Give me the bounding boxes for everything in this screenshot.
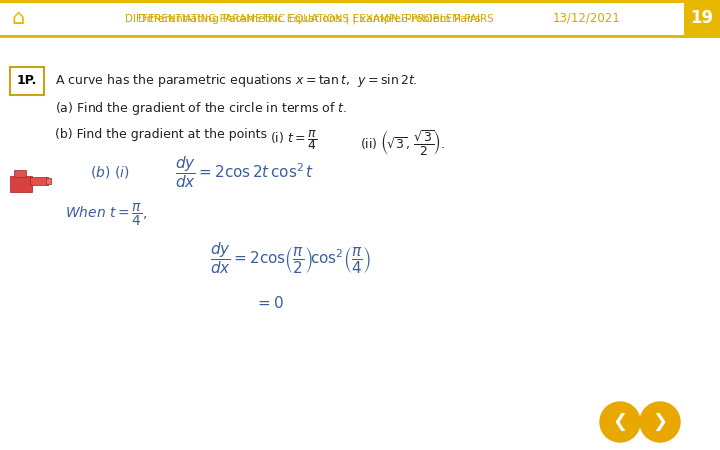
Text: $(b)\ (i)$: $(b)\ (i)$ xyxy=(90,164,130,180)
Text: 19: 19 xyxy=(690,9,714,27)
Text: ❯: ❯ xyxy=(652,413,667,431)
Text: $= 0$: $= 0$ xyxy=(255,295,284,311)
Text: $\dfrac{dy}{dx} = 2\cos 2t\,\cos^2 t$: $\dfrac{dy}{dx} = 2\cos 2t\,\cos^2 t$ xyxy=(175,154,315,190)
Text: (a) Find the gradient of the circle in terms of $t$.: (a) Find the gradient of the circle in t… xyxy=(55,100,347,117)
Text: Dıfferentiating Parametric Equations | Example-Problem Pairs: Dıfferentiating Parametric Equations | E… xyxy=(138,13,481,24)
Text: ⌂: ⌂ xyxy=(12,9,24,28)
Text: 13/12/2021: 13/12/2021 xyxy=(553,12,621,25)
Bar xyxy=(14,170,26,177)
Bar xyxy=(30,177,48,185)
Text: DIFFERENTIATING PARAMETRIC EQUATIONS | EXAMPLE-PROBLEM PAIRS: DIFFERENTIATING PARAMETRIC EQUATIONS | E… xyxy=(125,13,494,24)
Bar xyxy=(10,67,44,95)
Bar xyxy=(0,36,720,38)
Text: (b) Find the gradient at the points: (b) Find the gradient at the points xyxy=(55,128,267,141)
Text: 1P.: 1P. xyxy=(17,74,37,87)
Circle shape xyxy=(600,402,640,442)
Bar xyxy=(0,0,720,3)
Text: $\dfrac{dy}{dx} = 2\cos\!\left(\dfrac{\pi}{2}\right)\!\cos^2\!\left(\dfrac{\pi}{: $\dfrac{dy}{dx} = 2\cos\!\left(\dfrac{\p… xyxy=(210,240,372,276)
Circle shape xyxy=(640,402,680,442)
Text: ❮: ❮ xyxy=(613,413,628,431)
Text: A curve has the parametric equations $x = \tan t$,  $y = \sin 2t$.: A curve has the parametric equations $x … xyxy=(55,72,418,89)
Bar xyxy=(46,178,51,184)
Bar xyxy=(684,0,720,37)
Bar xyxy=(0,0,720,37)
Text: $\mathit{When}\ t = \dfrac{\pi}{4},$: $\mathit{When}\ t = \dfrac{\pi}{4},$ xyxy=(65,202,148,228)
Text: (i) $t = \dfrac{\pi}{4}$: (i) $t = \dfrac{\pi}{4}$ xyxy=(270,128,318,152)
Text: (ii) $\left(\!\sqrt{3},\, \dfrac{\sqrt{3}}{2}\!\right).$: (ii) $\left(\!\sqrt{3},\, \dfrac{\sqrt{3… xyxy=(360,128,445,158)
Bar xyxy=(10,176,32,192)
